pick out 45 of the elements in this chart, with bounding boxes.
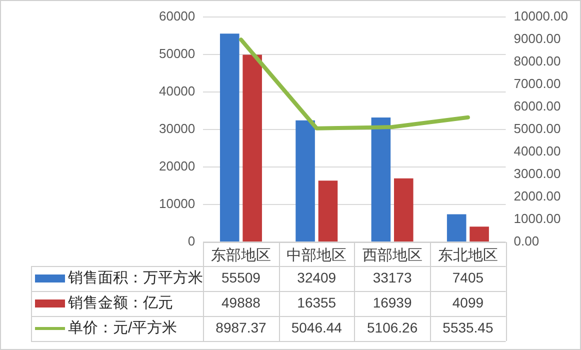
y2-tick-label: 8000.00 bbox=[514, 53, 561, 68]
data-label: 55509 bbox=[222, 269, 261, 286]
y2-tick-label: 2000.00 bbox=[514, 188, 561, 204]
y2-tick-label: 0.00 bbox=[514, 234, 540, 249]
data-label: 5106.26 bbox=[366, 319, 418, 336]
y-tick-label: 0 bbox=[188, 234, 196, 249]
bar bbox=[242, 54, 262, 242]
data-label: 32409 bbox=[297, 269, 336, 286]
legend-label: 销售金额：亿元 bbox=[67, 294, 173, 312]
y2-tick-label: 6000.00 bbox=[514, 98, 561, 114]
y-tick-label: 60000 bbox=[158, 8, 196, 24]
bar bbox=[394, 178, 414, 242]
y2-tick-label: 10000.00 bbox=[514, 8, 568, 24]
y-tick-label: 20000 bbox=[158, 158, 196, 174]
data-label: 5535.45 bbox=[442, 319, 494, 336]
data-label: 16939 bbox=[372, 294, 412, 310]
data-label: 33173 bbox=[372, 269, 412, 286]
y2-tick-label: 7000.00 bbox=[514, 76, 561, 91]
bar bbox=[371, 117, 391, 242]
y-tick-label: 30000 bbox=[158, 120, 196, 136]
bar bbox=[296, 120, 315, 242]
bar bbox=[318, 180, 338, 242]
data-label: 8987.37 bbox=[216, 319, 266, 336]
y2-tick-label: 1000.00 bbox=[514, 211, 561, 226]
data-label: 16355 bbox=[297, 294, 336, 310]
x-tick-label: 西部地区 bbox=[362, 247, 422, 264]
y2-tick-label: 5000.00 bbox=[514, 120, 561, 136]
y2-tick-label: 9000.00 bbox=[514, 30, 561, 46]
x-tick-label: 东部地区 bbox=[210, 247, 271, 264]
x-tick-label: 东北地区 bbox=[438, 247, 498, 264]
y-tick-label: 10000 bbox=[158, 196, 196, 212]
y-tick-label: 40000 bbox=[158, 83, 196, 98]
data-label: 7405 bbox=[452, 269, 484, 286]
legend-label: 单价：元/平方米 bbox=[68, 320, 178, 337]
legend-label: 销售面积：万平方米 bbox=[67, 270, 203, 287]
data-label: 5046.44 bbox=[291, 319, 342, 336]
y-tick-label: 50000 bbox=[158, 46, 196, 61]
bar bbox=[470, 226, 489, 242]
y2-tick-label: 4000.00 bbox=[514, 144, 561, 158]
x-tick-label: 中部地区 bbox=[286, 247, 347, 264]
bar bbox=[220, 34, 240, 242]
data-label: 4099 bbox=[452, 294, 484, 310]
bar bbox=[446, 214, 466, 242]
y2-tick-label: 3000.00 bbox=[514, 166, 561, 182]
data-label: 49888 bbox=[222, 294, 261, 310]
